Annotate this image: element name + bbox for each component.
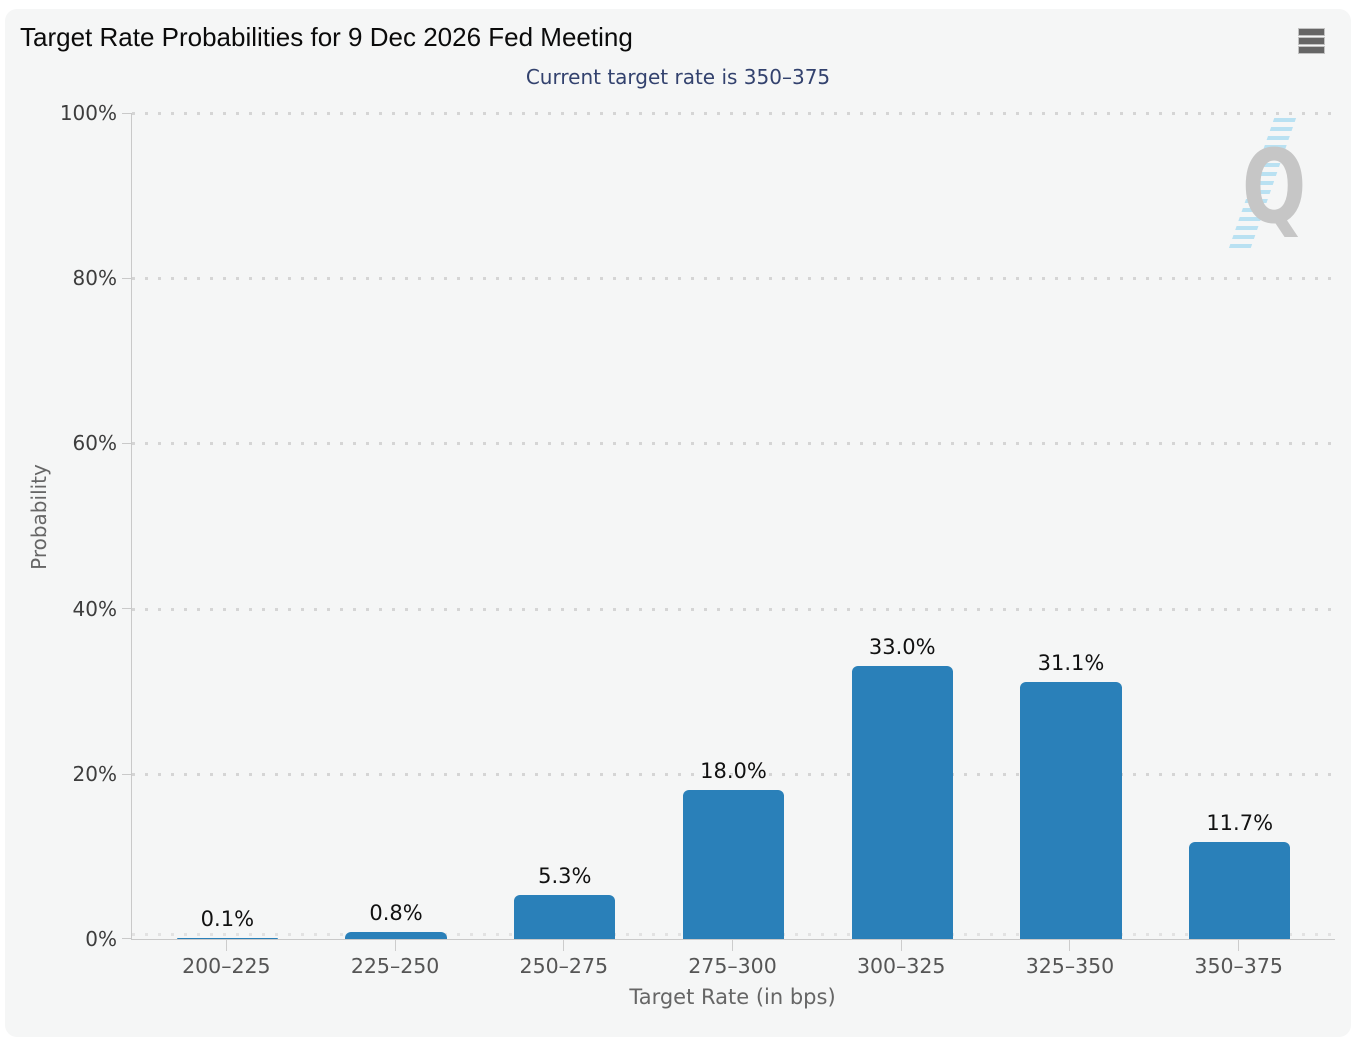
x-axis-cell: 225–250 (311, 940, 480, 978)
x-axis-tick (1238, 940, 1240, 951)
y-axis-tick-label: 100% (59, 101, 117, 125)
chart-subtitle: Current target rate is 350–375 (525, 65, 831, 89)
x-axis-category-label: 200–225 (182, 954, 271, 978)
x-axis-cell: 200–225 (142, 940, 311, 978)
x-axis-tick (900, 940, 902, 951)
bar-column: 18.0% (649, 113, 818, 939)
y-axis-title: Probability (27, 464, 51, 570)
x-axis-labels: 200–225 225–250 250–275 275–300 300–325 … (131, 940, 1334, 978)
bar-column: 33.0% (818, 113, 987, 939)
y-axis-tick (122, 278, 131, 279)
bar-column: 0.8% (312, 113, 481, 939)
bar-column: 0.1% (143, 113, 312, 939)
x-axis-tick (1069, 940, 1071, 951)
bar[interactable] (514, 895, 616, 939)
y-axis-tick-label: 0% (85, 927, 117, 951)
hamburger-icon (1298, 47, 1324, 53)
bar-value-label: 5.3% (538, 864, 592, 889)
x-axis-category-label: 250–275 (519, 954, 609, 978)
y-axis-tick-label: 80% (72, 266, 117, 290)
bar[interactable] (851, 666, 953, 939)
bar[interactable] (176, 938, 278, 939)
x-axis-cell: 300–325 (817, 940, 986, 978)
y-axis-tick (122, 774, 131, 775)
watermark-q-logo: Q (1242, 128, 1307, 247)
chart-card: Target Rate Probabilities for 9 Dec 2026… (5, 9, 1351, 1037)
bar-value-label: 0.1% (200, 907, 255, 931)
x-axis-cell: 325–350 (986, 940, 1155, 978)
x-axis-cell: 350–375 (1154, 940, 1323, 978)
gridline-40 (132, 608, 1335, 611)
x-axis-tick (394, 940, 396, 951)
x-axis-cell: 250–275 (479, 940, 648, 978)
bar[interactable] (682, 790, 785, 939)
x-axis-tick (225, 940, 227, 951)
bar-value-label: 11.7% (1206, 811, 1274, 836)
gridline-20 (132, 773, 1335, 776)
x-axis-category-label: 350–375 (1194, 954, 1283, 978)
x-axis-title: Target Rate (in bps) (629, 985, 836, 1009)
y-axis-tick (122, 938, 131, 939)
gridline-80 (132, 277, 1335, 280)
y-axis-tick-label: 60% (72, 431, 117, 455)
hamburger-icon (1298, 38, 1324, 44)
bar-column: 5.3% (480, 113, 649, 939)
gridline-100 (132, 112, 1335, 115)
x-axis-category-label: 300–325 (856, 954, 946, 978)
bar-column: 11.7% (1155, 113, 1324, 939)
bar[interactable] (1189, 842, 1291, 939)
y-axis-tick-label: 20% (72, 762, 117, 786)
x-axis-category-label: 325–350 (1025, 954, 1115, 978)
y-axis-tick (122, 608, 131, 609)
hamburger-icon (1298, 29, 1324, 35)
bar-value-label: 31.1% (1037, 651, 1105, 676)
x-axis-cell: 275–300 (648, 940, 817, 978)
x-axis-tick (732, 940, 734, 951)
gridline-60 (132, 442, 1335, 445)
x-axis-category-label: 225–250 (350, 954, 440, 978)
bar-value-label: 18.0% (700, 759, 767, 784)
bar-value-label: 0.8% (369, 901, 423, 926)
plot-area: 0.1% 0.8% 5.3% 18.0% 33.0% 31.1% (131, 112, 1335, 940)
export-menu-button[interactable] (1295, 26, 1327, 56)
chart-title: Target Rate Probabilities for 9 Dec 2026… (20, 22, 633, 52)
bar-series: 0.1% 0.8% 5.3% 18.0% 33.0% 31.1% (132, 113, 1335, 939)
bar-value-label: 33.0% (868, 635, 936, 660)
bar-column: 31.1% (987, 113, 1156, 939)
y-axis-tick (122, 443, 131, 444)
y-axis-tick (122, 113, 131, 114)
x-axis-tick (563, 940, 565, 951)
y-axis-tick-label: 40% (72, 597, 117, 621)
x-axis-category-label: 275–300 (688, 954, 777, 978)
bar[interactable] (1020, 682, 1122, 939)
bar[interactable] (345, 932, 447, 939)
